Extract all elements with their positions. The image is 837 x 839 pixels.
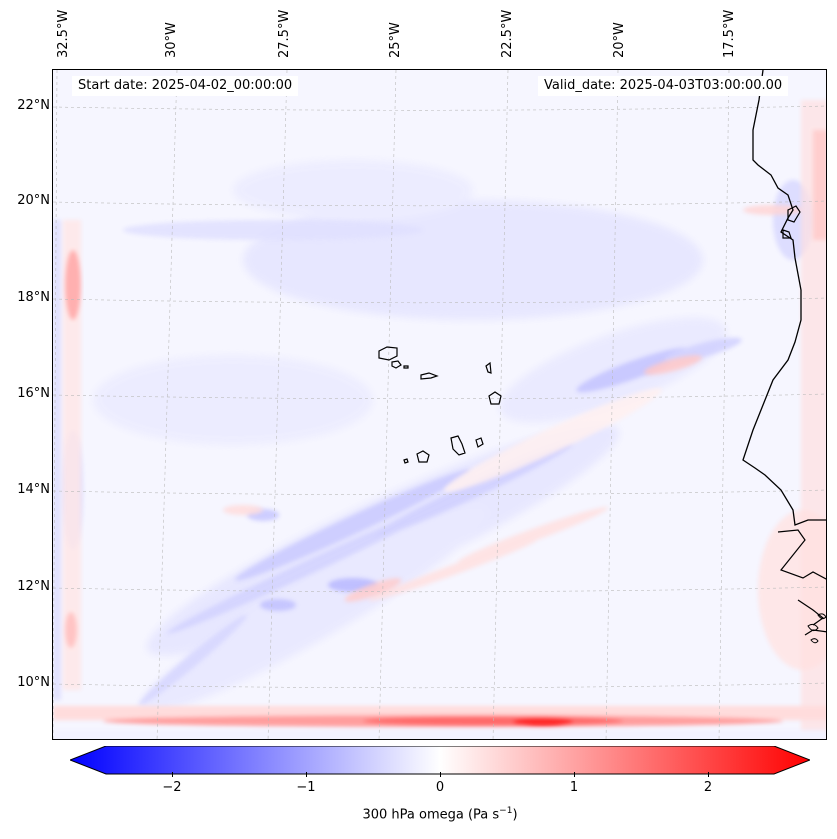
cb-tick-label-2: 2 [703,780,713,795]
island-boa-vista [488,391,502,405]
meridian-22-5w [492,70,509,739]
cb-tickmark-1 [574,772,575,777]
colorbar-label-close: ) [512,807,518,823]
cb-tickmark-neg1 [306,772,307,777]
cb-tick-label-0: 0 [435,780,445,795]
start-date-label: Start date: 2025-04-02_00:00:00 [72,76,299,96]
island-sao-vicente [391,360,402,369]
west-boundary-stripe [53,220,81,700]
island-santo-antao [378,346,398,361]
cb-tickmark-0 [440,772,441,777]
lon-label-22-5w: 22.5°W [500,9,515,58]
meridian-17-5w [718,70,730,739]
omega-field-map [53,70,826,739]
island-maio [475,437,484,448]
island-fogo [416,450,430,463]
meridian-30w [156,70,178,739]
lon-label-25w: 25°W [388,22,403,58]
lon-label-17-5w: 17.5°W [722,9,737,58]
lat-label-20n: 20°N [17,193,50,208]
lat-label-10n: 10°N [17,675,50,690]
lat-label-12n: 12°N [17,579,50,594]
meridian-32-5w [53,70,58,739]
bijagos-islands [807,613,826,644]
lat-label-18n: 18°N [17,290,50,305]
map-panel[interactable] [52,69,827,740]
cape-verde-islands [378,346,502,464]
island-santiago [450,435,466,456]
cb-tick-label-neg2: −2 [162,780,182,795]
colorbar-gradient [68,745,812,775]
meridian-20w [605,70,619,739]
cb-tick-label-1: 1 [569,780,579,795]
island-sal [485,361,492,374]
africa-coastline [742,70,826,526]
lat-label-16n: 16°N [17,386,50,401]
lon-label-32-5w: 32.5°W [56,9,71,58]
valid-date-label: Valid_date: 2025-04-03T03:00:00.00 [538,76,789,96]
lat-label-14n: 14°N [17,482,50,497]
red-wave-bands [223,205,826,670]
cb-tickmark-neg2 [172,772,173,777]
cb-tick-label-neg1: −1 [296,780,316,795]
meridian-25w [378,70,397,739]
colorbar-label-exponent: −1 [499,806,513,816]
meridian-27-5w [267,70,288,739]
dakar-peninsula [782,205,801,239]
island-santa-luzia [403,365,409,369]
island-sao-nicolau [420,372,439,380]
lon-label-30w: 30°W [164,22,179,58]
colorbar-label-text: 300 hPa omega (Pa s [362,807,500,823]
cb-tickmark-2 [708,772,709,777]
island-brava [403,458,409,464]
colorbar-label: 300 hPa omega (Pa s−1) [0,806,837,822]
lat-label-22n: 22°N [17,98,50,113]
south-boundary-band [53,706,826,739]
east-boundary-stripe [801,100,826,739]
gridlines [53,70,826,739]
lon-label-20w: 20°W [612,22,627,58]
lon-label-27-5w: 27.5°W [277,9,292,58]
